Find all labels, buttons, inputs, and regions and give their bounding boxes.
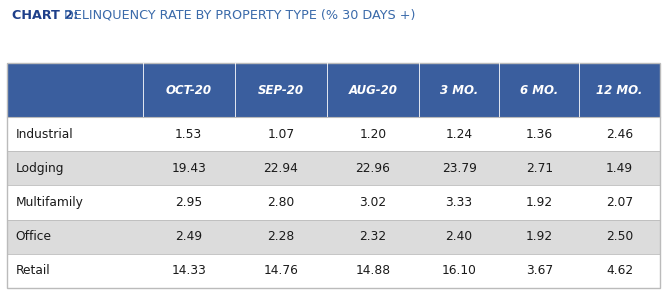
Text: 6 MO.: 6 MO. xyxy=(520,84,559,97)
Text: 3.02: 3.02 xyxy=(359,196,386,209)
Text: 14.76: 14.76 xyxy=(263,264,299,277)
Bar xyxy=(7,63,143,117)
Text: 19.43: 19.43 xyxy=(172,162,206,175)
Text: 3.33: 3.33 xyxy=(446,196,473,209)
Text: 1.24: 1.24 xyxy=(446,128,473,141)
Text: 16.10: 16.10 xyxy=(442,264,477,277)
Text: 1.49: 1.49 xyxy=(606,162,633,175)
Text: Industrial: Industrial xyxy=(15,128,73,141)
Bar xyxy=(579,63,660,117)
Text: 1.36: 1.36 xyxy=(526,128,553,141)
Bar xyxy=(235,63,327,117)
Text: 1.20: 1.20 xyxy=(359,128,386,141)
Text: CHART 2:: CHART 2: xyxy=(12,9,78,22)
Text: Office: Office xyxy=(15,230,51,243)
Text: 14.88: 14.88 xyxy=(355,264,390,277)
Text: Retail: Retail xyxy=(15,264,50,277)
Bar xyxy=(143,63,235,117)
Bar xyxy=(419,63,499,117)
Text: Lodging: Lodging xyxy=(15,162,64,175)
Bar xyxy=(499,63,579,117)
Text: 4.62: 4.62 xyxy=(606,264,633,277)
Text: 2.71: 2.71 xyxy=(526,162,553,175)
Text: 23.79: 23.79 xyxy=(442,162,477,175)
Text: 2.07: 2.07 xyxy=(606,196,633,209)
Text: 2.46: 2.46 xyxy=(606,128,633,141)
Text: 2.28: 2.28 xyxy=(267,230,295,243)
Text: 2.50: 2.50 xyxy=(606,230,633,243)
Bar xyxy=(7,63,660,288)
Text: 1.07: 1.07 xyxy=(267,128,295,141)
Text: AUG-20: AUG-20 xyxy=(348,84,398,97)
Text: 2.95: 2.95 xyxy=(175,196,202,209)
Text: 1.53: 1.53 xyxy=(175,128,202,141)
Text: 1.92: 1.92 xyxy=(526,230,553,243)
Text: 14.33: 14.33 xyxy=(172,264,206,277)
Text: 3.67: 3.67 xyxy=(526,264,553,277)
Bar xyxy=(327,63,419,117)
Text: 22.94: 22.94 xyxy=(263,162,299,175)
Text: 12 MO.: 12 MO. xyxy=(597,84,643,97)
Text: 3 MO.: 3 MO. xyxy=(440,84,478,97)
Text: Multifamily: Multifamily xyxy=(15,196,83,209)
Text: OCT-20: OCT-20 xyxy=(166,84,211,97)
Text: 2.40: 2.40 xyxy=(446,230,473,243)
Bar xyxy=(7,117,660,151)
Text: DELINQUENCY RATE BY PROPERTY TYPE (% 30 DAYS +): DELINQUENCY RATE BY PROPERTY TYPE (% 30 … xyxy=(60,9,415,22)
Bar xyxy=(7,151,660,185)
Bar xyxy=(7,219,660,254)
Text: 2.49: 2.49 xyxy=(175,230,202,243)
Text: 1.92: 1.92 xyxy=(526,196,553,209)
Text: SEP-20: SEP-20 xyxy=(258,84,304,97)
Text: 2.32: 2.32 xyxy=(359,230,386,243)
Text: 22.96: 22.96 xyxy=(356,162,390,175)
Bar xyxy=(7,185,660,219)
Text: 2.80: 2.80 xyxy=(267,196,295,209)
Bar xyxy=(7,254,660,288)
